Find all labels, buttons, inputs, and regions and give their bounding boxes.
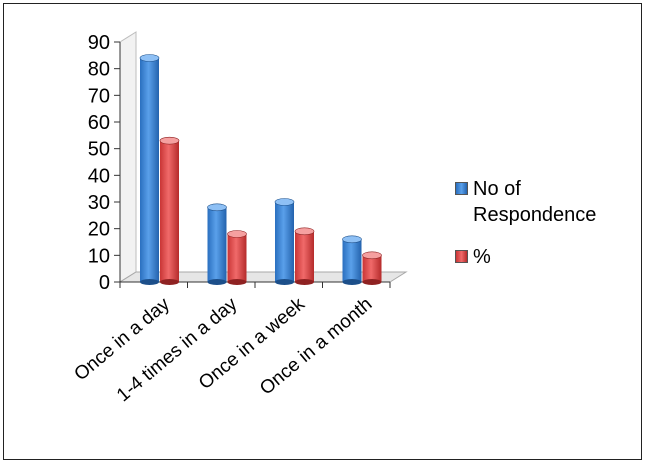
bar-body <box>362 255 382 282</box>
bar-top <box>207 203 227 212</box>
bar-top <box>362 251 382 260</box>
legend-item-no-of-respondence: No of Respondence <box>455 176 635 228</box>
y-tick-label: 90 <box>88 32 110 54</box>
bar-base <box>362 279 382 285</box>
bar-body <box>140 58 159 282</box>
bar-top <box>227 230 247 238</box>
bar-top <box>159 136 180 145</box>
y-tick-label: 30 <box>88 192 110 214</box>
bar-top <box>342 235 362 244</box>
legend-label: No of Respondence <box>473 178 597 226</box>
y-tick-label: 60 <box>88 112 110 134</box>
bar <box>294 227 315 285</box>
y-tick-label: 0 <box>99 272 110 294</box>
bar-top <box>294 227 315 236</box>
side-wall <box>119 31 137 283</box>
bar-body <box>295 231 314 282</box>
bar-body <box>207 207 227 282</box>
bar-top <box>274 198 295 206</box>
y-tick-label: 10 <box>88 245 110 267</box>
legend-label: % <box>473 246 491 268</box>
y-tick-label: 70 <box>88 85 110 107</box>
axes <box>114 31 408 288</box>
x-category-label: 1-4 times in a day <box>113 293 242 406</box>
y-tick-label: 50 <box>88 139 110 161</box>
bar-base <box>140 279 159 285</box>
bar <box>159 136 180 285</box>
x-category-label: Once in a month <box>256 294 376 400</box>
bar-base <box>207 279 227 285</box>
bars <box>139 54 382 285</box>
chart-frame <box>3 3 642 460</box>
y-tick-label: 80 <box>88 59 110 81</box>
bar <box>362 251 382 285</box>
bar-body <box>275 202 294 282</box>
legend: No of Respondence % <box>455 176 635 286</box>
legend-swatch-red <box>455 250 468 263</box>
bar <box>274 198 295 285</box>
bar-base <box>227 279 247 285</box>
legend-item-percent: % <box>455 244 635 270</box>
bar-base <box>160 279 179 285</box>
bar-base <box>342 279 362 285</box>
y-tick-label: 40 <box>88 165 110 187</box>
legend-swatch-blue <box>455 182 468 195</box>
bar-body <box>227 234 247 282</box>
bar-base <box>295 279 314 285</box>
bar-body <box>342 239 362 282</box>
bar <box>342 235 362 285</box>
bar <box>207 203 227 285</box>
bar-base <box>275 279 294 285</box>
bar <box>139 54 160 285</box>
y-tick-label: 20 <box>88 219 110 241</box>
bar-top <box>139 54 160 62</box>
bar-body <box>160 140 179 282</box>
bar <box>227 230 247 285</box>
